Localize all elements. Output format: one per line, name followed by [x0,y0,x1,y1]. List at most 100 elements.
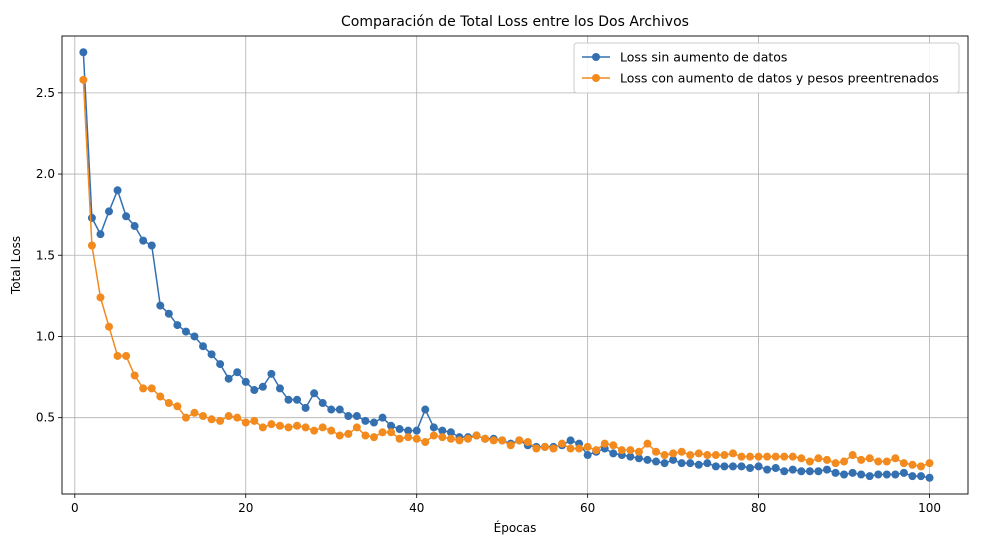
data-point [122,351,131,360]
data-point [916,462,925,471]
data-point [891,454,900,463]
y-tick-label: 2.5 [36,86,55,100]
legend-item: Loss sin aumento de datos [582,50,787,65]
data-point [233,368,242,377]
data-point [455,436,464,445]
data-point [874,470,883,479]
data-point [609,441,618,450]
data-point [412,434,421,443]
data-point [711,462,720,471]
data-point [335,405,344,414]
data-point [489,436,498,445]
legend-marker [592,53,600,61]
data-point [822,455,831,464]
data-point [882,457,891,466]
data-point [634,454,643,463]
data-point [720,451,729,460]
data-point [429,431,438,440]
data-point [275,421,284,430]
data-point [241,418,250,427]
data-point [899,459,908,468]
x-tick-label: 80 [751,501,766,515]
data-point [711,451,720,460]
data-point [147,241,156,250]
data-point [694,449,703,458]
data-point [720,462,729,471]
data-point [378,428,387,437]
data-point [652,457,661,466]
legend-box [573,42,960,94]
data-point [378,413,387,422]
data-point [916,472,925,481]
data-point [446,428,455,437]
data-point [925,473,934,482]
data-point [523,438,532,447]
data-point [233,413,242,422]
data-point [105,207,114,216]
data-point [387,421,396,430]
data-point [113,186,122,195]
data-point [788,452,797,461]
data-point [754,452,763,461]
data-point [164,399,173,408]
data-point [224,412,233,421]
data-point [216,416,225,425]
data-point [139,236,148,245]
data-point [686,451,695,460]
data-point [293,421,302,430]
data-point [258,423,267,432]
data-point [643,439,652,448]
data-point [113,351,122,360]
data-point [250,386,259,395]
y-tick-label: 0.5 [36,411,55,425]
data-point [318,423,327,432]
data-point [694,460,703,469]
data-point [327,405,336,414]
data-point [677,459,686,468]
legend-items: Loss sin aumento de datos Loss con aument… [582,50,939,86]
data-point [703,451,712,460]
data-point [660,459,669,468]
data-point [130,371,139,380]
data-point [763,465,772,474]
data-point [352,412,361,421]
data-point [395,425,404,434]
data-point [404,426,413,435]
data-point [79,75,88,84]
y-tick-label: 2.0 [36,167,55,181]
data-point [899,468,908,477]
data-point [156,301,165,310]
data-point [626,452,635,461]
y-tick-label: 1.0 [36,329,55,343]
data-point [831,459,840,468]
data-point [652,447,661,456]
y-tick-label: 1.5 [36,248,55,262]
data-point [583,451,592,460]
data-point [840,457,849,466]
data-point [446,434,455,443]
legend: Loss sin aumento de datos Loss con aument… [573,42,960,94]
data-point [344,412,353,421]
data-point [190,408,199,417]
data-point [660,451,669,460]
data-point [754,462,763,471]
data-point [173,321,182,330]
data-point [865,472,874,481]
data-point [190,332,199,341]
data-point [241,377,250,386]
data-point [318,399,327,408]
data-point [669,455,678,464]
data-point [617,446,626,455]
data-point [763,452,772,461]
data-point [874,457,883,466]
data-point [925,459,934,468]
plot-frame [61,35,969,495]
data-point [267,369,276,378]
data-point [395,434,404,443]
x-axis-ticks: 0 20 40 60 80 100 [71,494,941,515]
data-point [703,459,712,468]
data-point [481,434,490,443]
data-point [797,454,806,463]
data-point [173,402,182,411]
data-point [181,413,190,422]
